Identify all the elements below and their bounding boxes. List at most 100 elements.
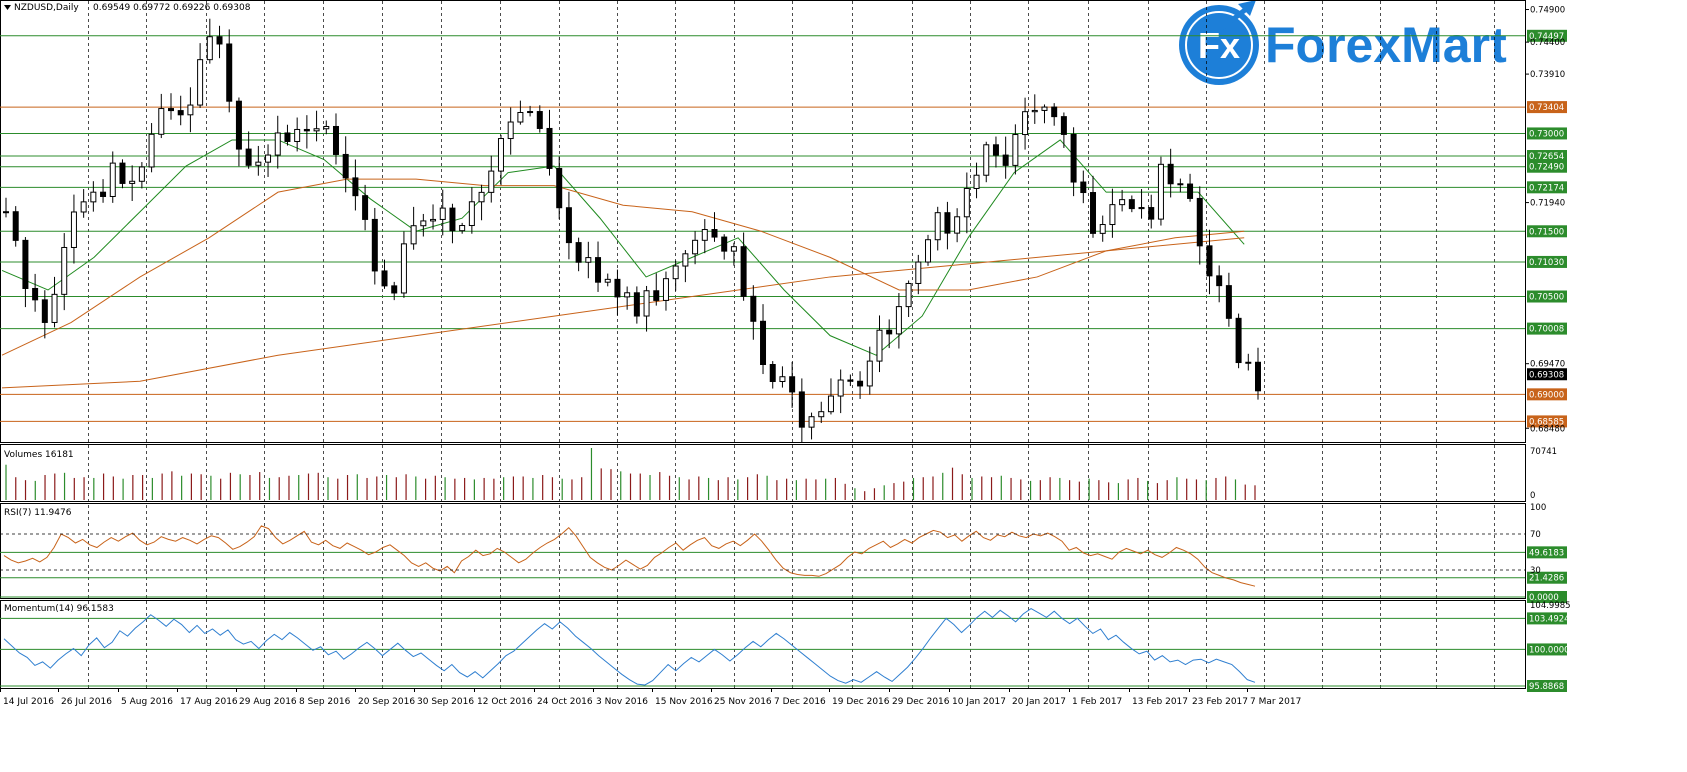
candle-body[interactable] xyxy=(1157,163,1164,220)
candle-body[interactable] xyxy=(565,207,572,244)
candle-body[interactable] xyxy=(323,125,330,130)
candle-body[interactable] xyxy=(459,225,466,232)
candle-body[interactable] xyxy=(1119,199,1126,206)
candle-body[interactable] xyxy=(536,111,543,129)
candle-body[interactable] xyxy=(1099,224,1106,234)
candle-body[interactable] xyxy=(216,36,223,45)
candle-body[interactable] xyxy=(391,285,398,294)
candle-body[interactable] xyxy=(420,220,427,227)
candle-body[interactable] xyxy=(1090,192,1097,234)
candle-body[interactable] xyxy=(362,195,369,220)
candle-body[interactable] xyxy=(1167,163,1174,185)
candle-body[interactable] xyxy=(1225,285,1232,319)
candle-body[interactable] xyxy=(138,166,145,182)
candle-body[interactable] xyxy=(332,125,339,155)
candle-body[interactable] xyxy=(381,270,388,287)
candle-body[interactable] xyxy=(342,153,349,179)
candle-body[interactable] xyxy=(740,246,747,297)
candle-body[interactable] xyxy=(12,211,19,241)
candle-body[interactable] xyxy=(595,257,602,283)
candle-body[interactable] xyxy=(1255,361,1261,392)
candle-body[interactable] xyxy=(992,144,999,156)
candle-body[interactable] xyxy=(653,290,660,301)
candle-body[interactable] xyxy=(1196,197,1203,247)
candle-body[interactable] xyxy=(1060,116,1067,135)
candle-body[interactable] xyxy=(682,253,689,267)
candle-body[interactable] xyxy=(692,239,699,255)
candle-body[interactable] xyxy=(556,167,563,209)
candle-body[interactable] xyxy=(963,187,970,218)
candle-body[interactable] xyxy=(430,218,437,222)
candle-body[interactable] xyxy=(303,128,310,132)
candlestick-series[interactable] xyxy=(3,18,1261,443)
candle-body[interactable] xyxy=(624,292,631,298)
momentum-panel[interactable]: Momentum(14) 96.1583 103.4924 100.0000 95.… xyxy=(0,601,1571,692)
rsi-line[interactable] xyxy=(3,525,1256,587)
candle-body[interactable] xyxy=(857,380,864,387)
candle-body[interactable] xyxy=(517,111,524,123)
candle-body[interactable] xyxy=(847,379,854,382)
candle-body[interactable] xyxy=(1080,181,1087,194)
candle-body[interactable] xyxy=(944,212,951,234)
candle-body[interactable] xyxy=(527,111,534,114)
candle-body[interactable] xyxy=(284,132,291,142)
triangle-down-icon[interactable] xyxy=(4,5,11,10)
candle-body[interactable] xyxy=(439,207,446,220)
candle-body[interactable] xyxy=(711,229,718,238)
candle-body[interactable] xyxy=(187,104,194,116)
candle-body[interactable] xyxy=(100,191,107,197)
candle-body[interactable] xyxy=(915,261,922,284)
candle-body[interactable] xyxy=(730,246,737,252)
candle-body[interactable] xyxy=(633,292,640,317)
candle-body[interactable] xyxy=(808,416,815,428)
candle-body[interactable] xyxy=(1109,204,1116,226)
candle-body[interactable] xyxy=(1187,183,1194,199)
candle-body[interactable] xyxy=(662,278,669,301)
candle-body[interactable] xyxy=(61,246,68,295)
candle-body[interactable] xyxy=(721,236,728,252)
candle-body[interactable] xyxy=(177,110,184,116)
candle-body[interactable] xyxy=(789,376,796,393)
candle-body[interactable] xyxy=(1051,106,1058,118)
candle-body[interactable] xyxy=(1148,207,1155,220)
candle-body[interactable] xyxy=(1070,133,1077,183)
candle-body[interactable] xyxy=(371,218,378,272)
candle-body[interactable] xyxy=(779,376,786,383)
candle-body[interactable] xyxy=(827,395,834,413)
candle-body[interactable] xyxy=(197,59,204,106)
candle-body[interactable] xyxy=(245,148,252,166)
candle-body[interactable] xyxy=(604,278,611,283)
candle-body[interactable] xyxy=(866,360,873,387)
candle-body[interactable] xyxy=(51,293,58,323)
candle-body[interactable] xyxy=(643,290,650,317)
candle-body[interactable] xyxy=(507,121,514,140)
candle-body[interactable] xyxy=(497,138,504,172)
candle-body[interactable] xyxy=(1002,154,1009,166)
candle-body[interactable] xyxy=(32,287,39,301)
candle-body[interactable] xyxy=(313,128,320,132)
candle-body[interactable] xyxy=(769,364,776,383)
candle-body[interactable] xyxy=(1041,106,1048,111)
candle-body[interactable] xyxy=(109,162,116,197)
candle-body[interactable] xyxy=(1245,361,1252,364)
candle-body[interactable] xyxy=(886,329,893,335)
candle-body[interactable] xyxy=(70,211,77,248)
candle-body[interactable] xyxy=(895,306,902,335)
candle-body[interactable] xyxy=(954,216,961,234)
candle-body[interactable] xyxy=(158,108,165,135)
candle-body[interactable] xyxy=(1235,317,1242,364)
candle-body[interactable] xyxy=(449,207,456,232)
candle-body[interactable] xyxy=(905,282,912,308)
candle-body[interactable] xyxy=(488,170,495,193)
candle-body[interactable] xyxy=(119,162,126,184)
candle-body[interactable] xyxy=(614,278,621,298)
candle-body[interactable] xyxy=(798,391,805,428)
candle-body[interactable] xyxy=(352,177,359,197)
candle-body[interactable] xyxy=(41,299,48,323)
candle-body[interactable] xyxy=(585,257,592,263)
candle-body[interactable] xyxy=(934,212,941,241)
candle-body[interactable] xyxy=(973,174,980,189)
candle-body[interactable] xyxy=(90,191,97,203)
candle-body[interactable] xyxy=(575,242,582,263)
candle-body[interactable] xyxy=(925,239,932,263)
